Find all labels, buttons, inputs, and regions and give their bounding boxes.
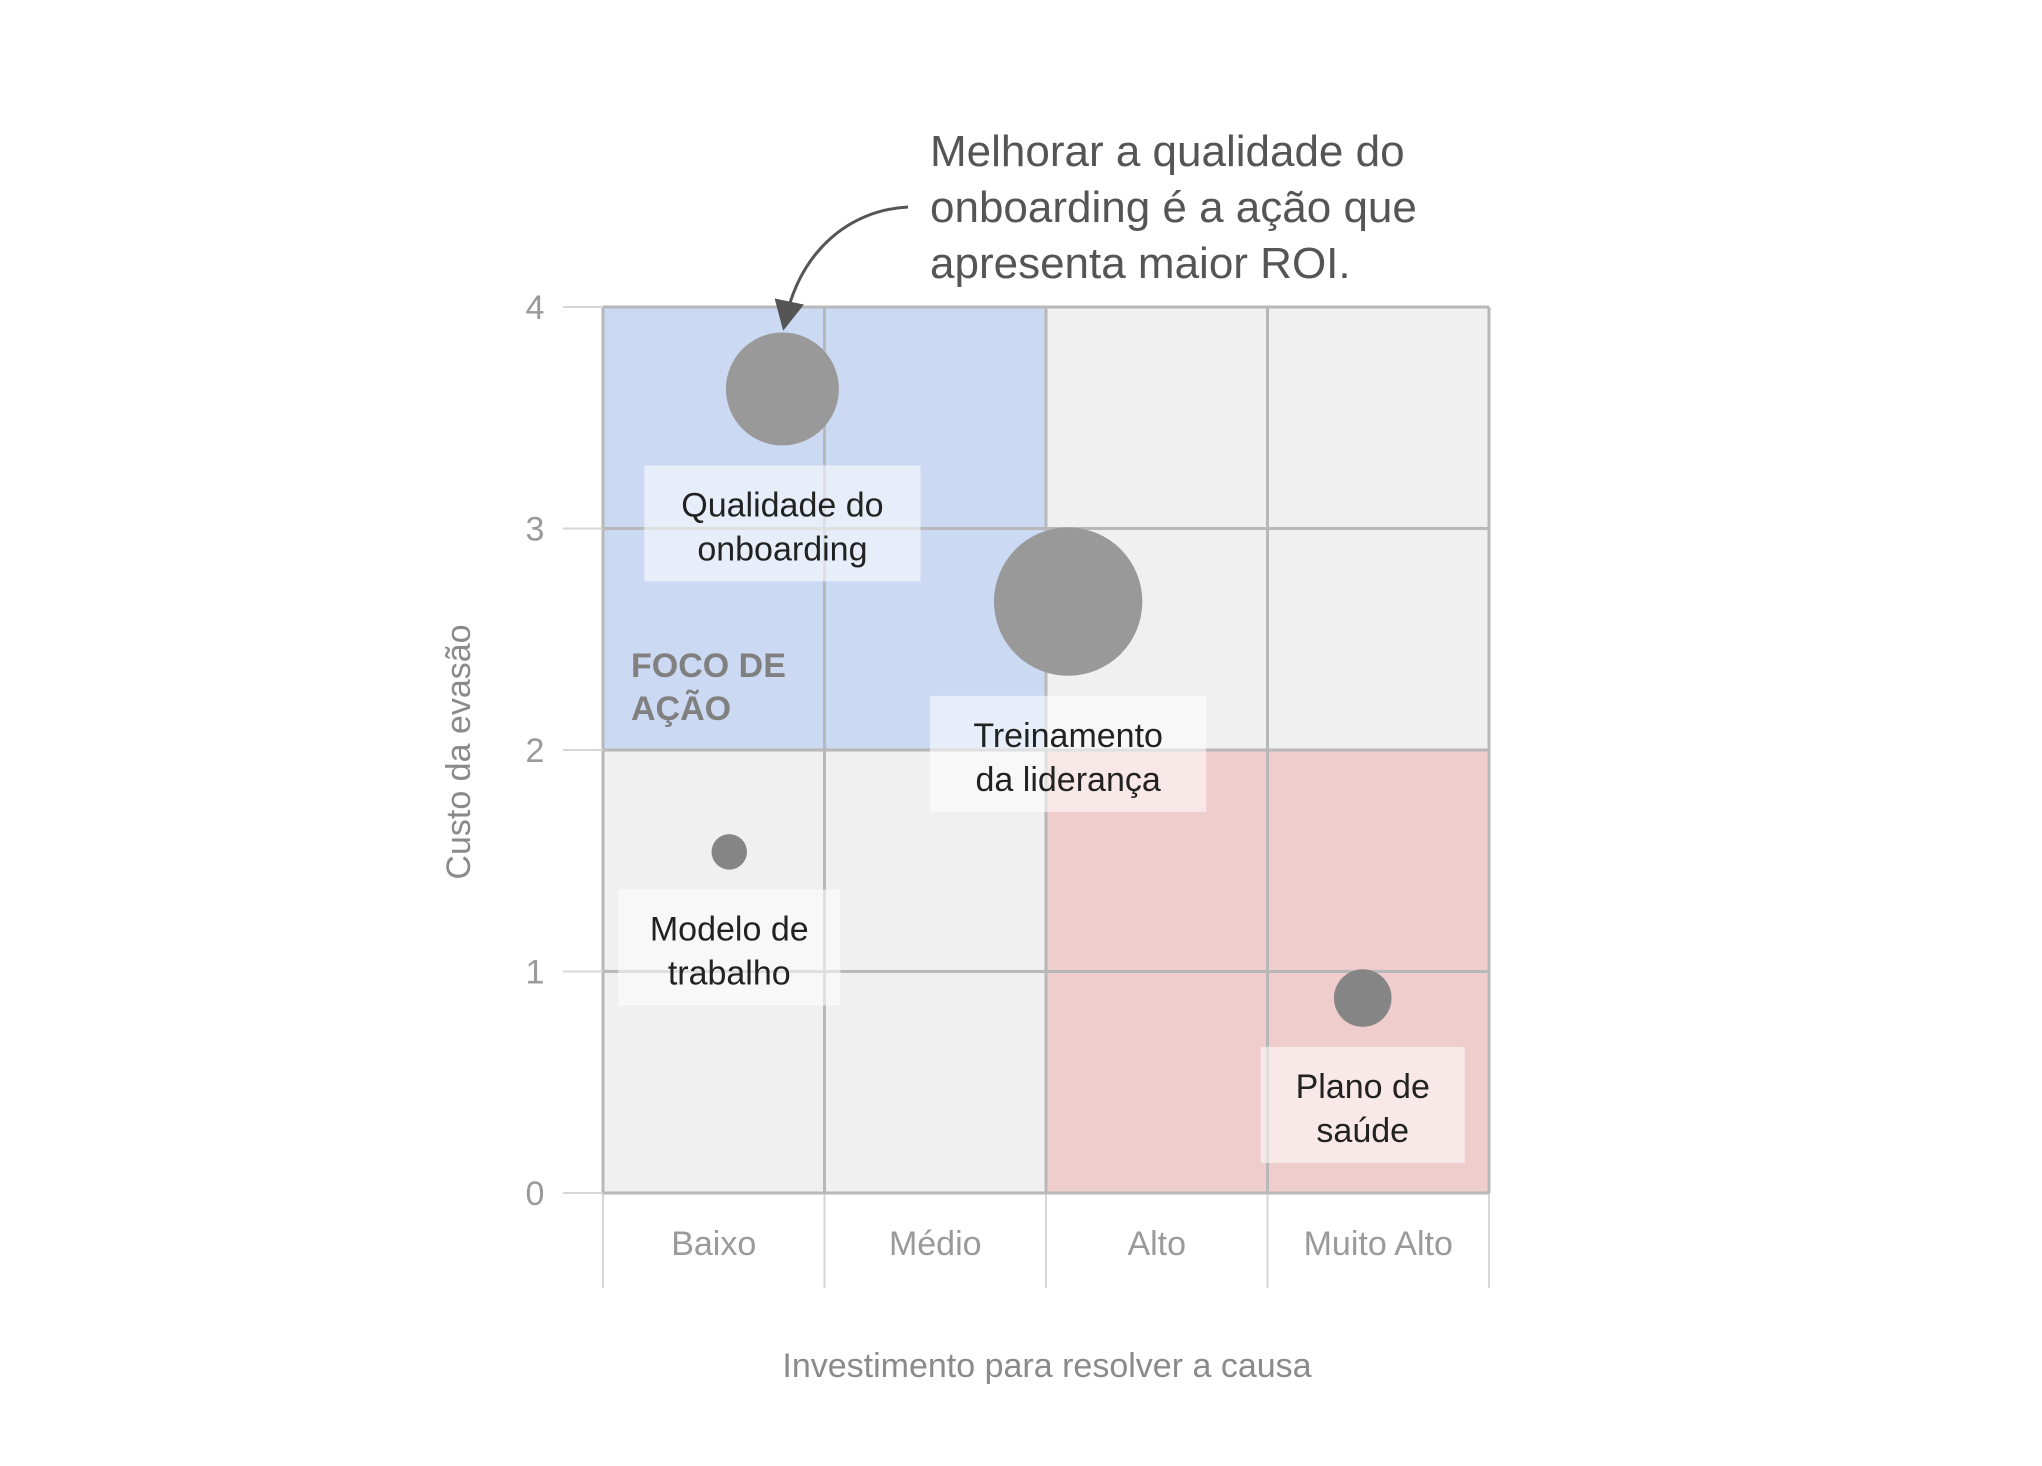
y-axis-title: Custo da evasão (440, 624, 478, 879)
bubble-label-text: Qualidade do (681, 486, 883, 524)
x-tick-label: Alto (1127, 1225, 1186, 1263)
focus-label-line-2: AÇÃO (631, 690, 731, 728)
annotation-arrow (774, 205, 909, 331)
bubble (1333, 969, 1392, 1027)
bubble-label-box (618, 889, 841, 1006)
bubbles (711, 332, 1392, 1027)
bubble-label-text: Treinamento (973, 717, 1163, 755)
x-tick-label: Médio (889, 1225, 982, 1263)
bubble (711, 834, 747, 870)
bubble-label-box (644, 465, 921, 582)
bubble (993, 527, 1143, 676)
bubble-label-text: da liderança (976, 761, 1161, 799)
annotation-line-3: apresenta maior ROI. (930, 239, 1351, 288)
x-tick-label: Baixo (671, 1225, 756, 1263)
y-tick-label: 3 (526, 511, 545, 549)
bubble-label-box (1260, 1046, 1465, 1163)
y-tick-label: 0 (526, 1175, 545, 1213)
bubble-label-text: Plano de (1296, 1068, 1430, 1106)
bubble (725, 332, 839, 446)
focus-label-line-1: FOCO DE (631, 647, 786, 685)
bubble-label-text: saúde (1316, 1112, 1409, 1150)
annotation-line-2: onboarding é a ação que (930, 183, 1417, 232)
annotation-line-1: Melhorar a qualidade do (930, 127, 1405, 176)
x-axis-ticks: Baixo Médio Alto Muito Alto (671, 1225, 1453, 1263)
bubble-labels: Qualidade do onboarding Treinamento da lide… (618, 465, 1465, 1163)
x-tick-label: Muito Alto (1304, 1225, 1453, 1263)
y-tick-label: 2 (526, 732, 545, 770)
y-tick-label: 4 (526, 289, 545, 327)
x-axis-title: Investimento para resolver a causa (782, 1347, 1311, 1385)
bubble-label-box (930, 695, 1207, 812)
y-axis-ticks: 0 1 2 3 4 (526, 289, 545, 1213)
y-tick-label: 1 (526, 954, 545, 992)
bubble-label-text: onboarding (697, 530, 867, 568)
bubble-label-text: trabalho (668, 955, 791, 993)
bubble-label-text: Modelo de (650, 911, 809, 949)
